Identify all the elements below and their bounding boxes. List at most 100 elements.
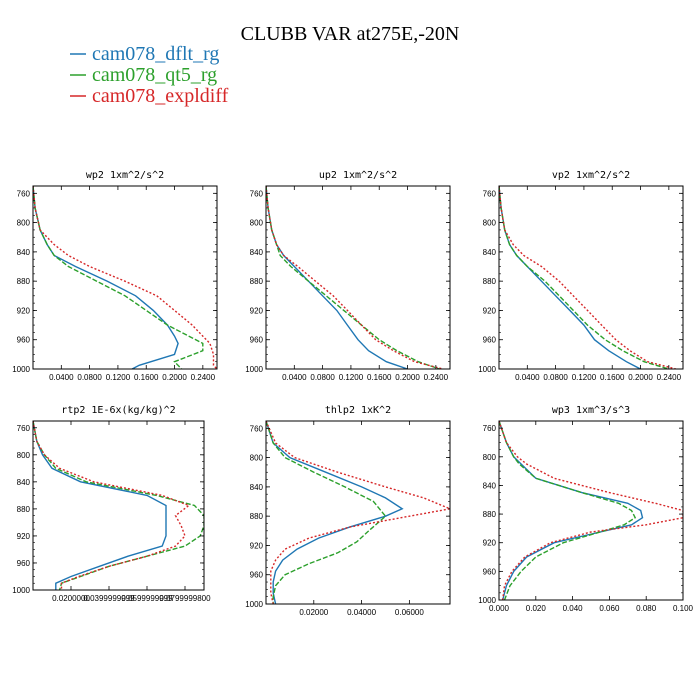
series-line <box>499 421 644 600</box>
x-tick-label: 0.06000 <box>395 608 424 617</box>
y-tick-label: 1000 <box>245 600 263 609</box>
x-tick-label: 0.020 <box>526 604 547 613</box>
x-tick-label: 0.080 <box>636 604 657 613</box>
series-line <box>33 186 179 369</box>
panel-title: rtp2 1E-6x(kg/kg)^2 <box>61 405 175 416</box>
x-tick-label: 0.1600 <box>367 373 392 382</box>
y-tick-label: 920 <box>250 541 264 550</box>
series-line <box>499 186 669 369</box>
y-tick-label: 1000 <box>12 365 30 374</box>
x-tick-label: 0.2400 <box>657 373 682 382</box>
panels: wp2 1xm^2/s^2 760 800 840 880 920 960 1000 0.040… <box>12 170 693 617</box>
y-tick-label: 960 <box>17 559 31 568</box>
series-line <box>33 421 167 590</box>
series-line <box>33 186 204 369</box>
x-tick-label: 0.0800 <box>310 373 335 382</box>
plot-frame <box>265 420 451 605</box>
x-tick-label: 0.2400 <box>191 373 216 382</box>
x-tick-label: 0.2400 <box>424 373 449 382</box>
y-tick-label: 1000 <box>478 365 496 374</box>
y-tick-label: 880 <box>250 512 264 521</box>
x-tick-label: 0.0799999800 <box>159 594 211 603</box>
x-tick-label: 0.0400 <box>515 373 540 382</box>
y-tick-label: 920 <box>17 532 31 541</box>
y-tick-label: 880 <box>250 277 264 286</box>
x-tick-label: 0.2000 <box>395 373 420 382</box>
panel: wp3 1xm^3/s^3 760 800 840 880 920 960 10000.000… <box>478 405 693 613</box>
y-tick-label: 760 <box>250 424 264 433</box>
series-line <box>266 186 444 369</box>
plot-frame <box>498 420 684 601</box>
legend: cam078_dflt_rgcam078_qt5_rgcam078_expldi… <box>70 43 229 107</box>
y-tick-label: 880 <box>17 505 31 514</box>
y-tick-label: 840 <box>17 478 31 487</box>
x-tick-label: 0.1600 <box>134 373 159 382</box>
y-tick-label: 960 <box>250 571 264 580</box>
y-tick-label: 840 <box>483 248 497 257</box>
panel-title: up2 1xm^2/s^2 <box>319 170 397 181</box>
series-line <box>266 421 387 604</box>
x-tick-label: 0.0400 <box>49 373 74 382</box>
x-tick-label: 0.0399999999 <box>83 594 135 603</box>
y-tick-label: 960 <box>483 336 497 345</box>
y-tick-label: 840 <box>250 248 264 257</box>
legend-entry: cam078_qt5_rg <box>92 64 217 86</box>
y-tick-label: 800 <box>250 454 264 463</box>
series-line <box>266 186 440 369</box>
x-tick-label: 0.100 <box>673 604 694 613</box>
y-tick-label: 760 <box>250 189 264 198</box>
y-tick-label: 840 <box>17 248 31 257</box>
y-tick-label: 880 <box>17 277 31 286</box>
panel-title: thlp2 1xK^2 <box>325 405 391 416</box>
x-tick-label: 0.0400 <box>282 373 307 382</box>
series-line <box>266 421 450 604</box>
y-tick-label: 920 <box>483 539 497 548</box>
x-tick-label: 0.1200 <box>572 373 597 382</box>
x-tick-label: 0.1200 <box>339 373 364 382</box>
x-tick-label: 0.0200000 <box>52 594 90 603</box>
series-line <box>33 421 191 590</box>
series-line <box>33 186 217 369</box>
x-tick-label: 0.2000 <box>628 373 653 382</box>
y-tick-label: 880 <box>483 510 497 519</box>
y-tick-label: 1000 <box>12 586 30 595</box>
x-tick-label: 0.2000 <box>162 373 187 382</box>
panel-title: wp3 1xm^3/s^3 <box>552 405 630 416</box>
x-tick-label: 0.1200 <box>106 373 131 382</box>
series-line <box>266 186 408 369</box>
panel-title: wp2 1xm^2/s^2 <box>86 170 164 181</box>
y-tick-label: 800 <box>17 219 31 228</box>
y-tick-label: 760 <box>483 189 497 198</box>
y-tick-label: 800 <box>17 451 31 460</box>
y-tick-label: 960 <box>250 336 264 345</box>
legend-entry: cam078_expldiff <box>92 85 229 107</box>
x-tick-label: 0.040 <box>563 604 584 613</box>
y-tick-label: 960 <box>483 567 497 576</box>
x-tick-label: 0.0599999999 <box>121 594 173 603</box>
plot-frame <box>32 185 218 370</box>
plot-frame <box>265 185 451 370</box>
y-tick-label: 760 <box>17 189 31 198</box>
panel: up2 1xm^2/s^2 760 800 840 880 920 960 1000 0.040… <box>245 170 451 382</box>
x-tick-label: 0.0800 <box>77 373 102 382</box>
y-tick-label: 920 <box>17 306 31 315</box>
y-tick-label: 880 <box>483 277 497 286</box>
plot-frame <box>32 420 205 591</box>
y-tick-label: 800 <box>483 219 497 228</box>
y-tick-label: 760 <box>483 424 497 433</box>
y-tick-label: 760 <box>17 424 31 433</box>
panel: wp2 1xm^2/s^2 760 800 840 880 920 960 1000 0.040… <box>12 170 218 382</box>
legend-entry: cam078_dflt_rg <box>92 43 219 65</box>
series-line <box>499 421 637 600</box>
x-tick-label: 0.1600 <box>600 373 625 382</box>
y-tick-label: 800 <box>250 219 264 228</box>
y-tick-label: 800 <box>483 453 497 462</box>
panel: vp2 1xm^2/s^2 760 800 840 880 920 960 1000 0.040… <box>478 170 684 382</box>
series-line <box>33 421 204 590</box>
series-line <box>499 186 677 369</box>
panel: thlp2 1xK^2 760 800 840 880 920 960 1000 0.02000… <box>245 405 451 617</box>
x-tick-label: 0.04000 <box>347 608 376 617</box>
y-tick-label: 1000 <box>245 365 263 374</box>
series-line <box>266 421 404 604</box>
